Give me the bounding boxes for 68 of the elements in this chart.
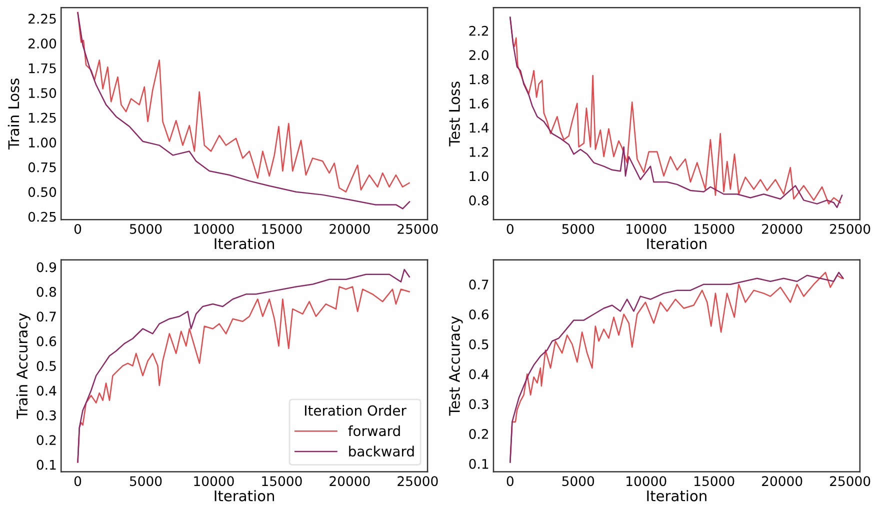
y-tick-label: 0.8 <box>36 286 56 297</box>
x-tick-label: 20000 <box>330 224 370 234</box>
y-axis-title: Train Accuracy <box>16 313 30 419</box>
y-tick-label: 2.25 <box>28 14 56 24</box>
legend-label: backward <box>349 446 414 457</box>
y-tick-label: 2.2 <box>469 26 488 36</box>
y-tick-label: 0.75 <box>28 162 56 172</box>
y-tick-label: 0.7 <box>36 312 56 322</box>
x-tick-label: 0 <box>506 476 514 486</box>
x-axis-title: Iteration <box>214 238 274 250</box>
y-tick-label: 2.00 <box>28 38 56 48</box>
y-tick-label: 1.4 <box>470 122 489 133</box>
x-tick-label: 15000 <box>694 224 734 234</box>
y-tick-label: 1.6 <box>470 98 488 109</box>
y-tick-label: 0.2 <box>36 435 56 446</box>
x-tick-label: 0 <box>74 224 82 234</box>
x-tick-label: 5000 <box>130 476 162 486</box>
x-tick-label: 20000 <box>762 476 802 486</box>
y-axis-title: Test Accuracy <box>449 316 463 416</box>
y-tick-label: 1.8 <box>470 74 488 84</box>
y-tick-label: 0.6 <box>36 336 56 346</box>
y-tick-label: 0.1 <box>469 458 488 469</box>
y-tick-label: 0.6 <box>469 309 488 320</box>
x-axis-title: Iteration <box>647 490 706 502</box>
x-tick-label: 25000 <box>398 224 438 234</box>
y-tick-label: 1.50 <box>29 88 56 98</box>
x-tick-label: 15000 <box>262 224 302 234</box>
y-tick-label: 1.75 <box>29 63 56 74</box>
x-tick-label: 5000 <box>130 224 162 234</box>
y-tick-label: 0.3 <box>469 399 488 410</box>
y-tick-label: 0.5 <box>469 339 488 350</box>
y-tick-label: 0.9 <box>36 262 56 272</box>
x-tick-label: 5000 <box>562 476 594 486</box>
x-tick-label: 20000 <box>762 224 802 234</box>
x-tick-label: 10000 <box>194 224 234 234</box>
y-tick-label: 1.2 <box>470 146 488 157</box>
y-tick-label: 0.50 <box>28 187 56 198</box>
legend-title: Iteration Order <box>305 405 406 416</box>
legend-label: forward <box>348 425 400 436</box>
x-tick-label: 5000 <box>562 224 594 234</box>
x-tick-label: 15000 <box>262 476 302 486</box>
x-tick-label: 10000 <box>194 476 234 486</box>
x-tick-label: 25000 <box>398 476 438 486</box>
y-tick-label: 1.00 <box>29 138 56 148</box>
x-tick-label: 10000 <box>626 224 666 234</box>
x-tick-label: 25000 <box>830 224 870 234</box>
y-tick-label: 1.0 <box>470 171 488 182</box>
x-tick-label: 15000 <box>694 476 734 486</box>
y-tick-label: 1.25 <box>29 112 56 123</box>
y-tick-label: 0.2 <box>469 429 488 439</box>
y-tick-label: 0.4 <box>469 369 489 380</box>
x-axis-title: Iteration <box>647 238 706 250</box>
y-tick-label: 0.25 <box>28 212 56 222</box>
y-tick-label: 0.8 <box>469 195 488 206</box>
x-tick-label: 10000 <box>626 476 666 486</box>
x-axis-title: Iteration <box>214 490 274 502</box>
x-tick-label: 0 <box>506 224 514 234</box>
y-tick-label: 0.7 <box>469 280 488 290</box>
y-tick-label: 0.1 <box>36 460 56 470</box>
x-tick-label: 20000 <box>330 476 370 486</box>
x-tick-label: 0 <box>74 476 82 486</box>
x-tick-label: 25000 <box>830 476 870 486</box>
y-axis-title: Test Loss <box>449 82 460 146</box>
y-tick-label: 0.5 <box>36 361 56 371</box>
y-tick-label: 0.3 <box>36 410 56 420</box>
y-axis-title: Train Loss <box>8 78 20 150</box>
y-tick-label: 0.4 <box>36 386 56 396</box>
y-tick-label: 2.0 <box>469 50 488 60</box>
